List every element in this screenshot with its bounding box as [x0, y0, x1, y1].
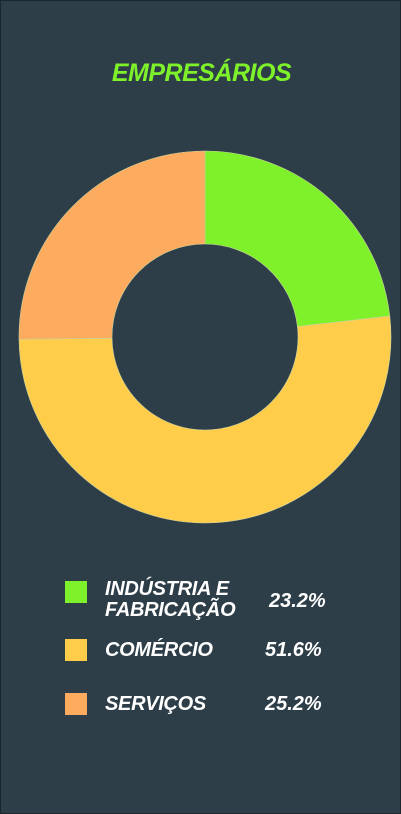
legend-item-servicos: SERVIÇOS 25.2%: [1, 693, 401, 743]
slice-comercio: [18, 315, 392, 524]
legend-swatch-servicos: [65, 693, 87, 715]
legend-label-industria: INDÚSTRIA E FABRICAÇÃO: [105, 578, 236, 621]
slice-servicos: [18, 150, 206, 340]
legend-label-comercio: COMÉRCIO: [105, 640, 213, 661]
legend-label-line: INDÚSTRIA E: [105, 578, 229, 600]
chart-title: EMPRESÁRIOS: [111, 59, 292, 87]
legend-swatch-industria: [65, 581, 87, 603]
legend-label-servicos: SERVIÇOS: [105, 694, 206, 715]
legend-label-line: SERVIÇOS: [105, 693, 206, 715]
donut-chart: [18, 150, 392, 524]
legend-label-line: COMÉRCIO: [105, 639, 213, 661]
legend-swatch-comercio: [65, 639, 87, 661]
legend-value-comercio: 51.6%: [265, 639, 322, 661]
legend-item-comercio: COMÉRCIO 51.6%: [1, 639, 401, 689]
legend-item-industria: INDÚSTRIA E FABRICAÇÃO 23.2%: [1, 579, 401, 629]
slice-industria: [204, 150, 391, 327]
legend-value-industria: 23.2%: [269, 590, 326, 612]
legend-value-servicos: 25.2%: [265, 693, 322, 715]
legend-label-line: FABRICAÇÃO: [105, 599, 236, 621]
